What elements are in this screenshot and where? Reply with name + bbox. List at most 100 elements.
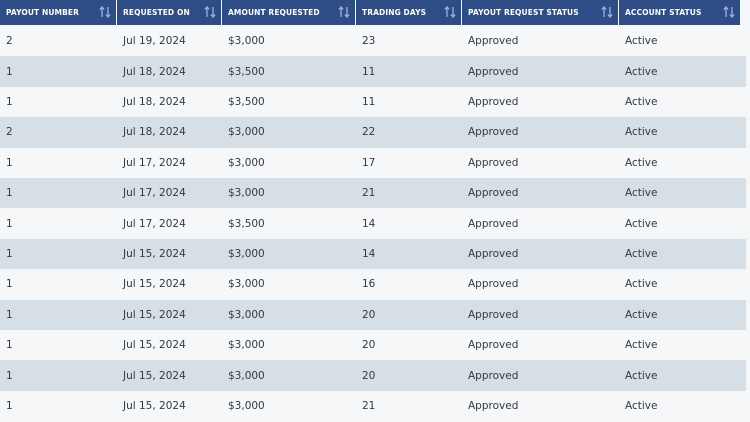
cell-text: Jul 15, 2024	[123, 369, 186, 382]
cell-text: Active	[625, 278, 658, 291]
table-cell: $3,000	[222, 330, 356, 360]
cell-text: Jul 17, 2024	[123, 217, 186, 230]
cell-text: 21	[362, 399, 376, 412]
table-cell: $3,500	[222, 87, 356, 117]
column-header[interactable]: TRADING DAYS	[356, 0, 461, 25]
table-cell: Active	[619, 239, 746, 269]
cell-text: Approved	[468, 308, 519, 321]
cell-text: Jul 17, 2024	[123, 187, 186, 200]
cell-text: Active	[625, 35, 658, 48]
table-cell: 20	[356, 330, 462, 360]
table-cell: Active	[619, 56, 746, 86]
cell-text: 21	[362, 187, 376, 200]
cell-text: $3,500	[228, 95, 265, 108]
table-cell: 23	[356, 26, 462, 56]
cell-text: $3,000	[228, 156, 265, 169]
table-cell: Jul 15, 2024	[117, 360, 222, 390]
table-cell: Active	[619, 391, 746, 421]
cell-text: 1	[6, 308, 13, 321]
sort-icon[interactable]	[99, 6, 111, 18]
column-header[interactable]: REQUESTED ON	[117, 0, 221, 25]
row-band	[0, 330, 746, 361]
cell-text: Active	[625, 217, 658, 230]
cell-text: Active	[625, 156, 658, 169]
table-cell: 2	[0, 26, 117, 56]
table-cell: Jul 18, 2024	[117, 117, 222, 147]
table-cell: 1	[0, 300, 117, 330]
table-cell: Jul 17, 2024	[117, 178, 222, 208]
table-cell: Active	[619, 178, 746, 208]
column-header[interactable]: PAYOUT NUMBER	[0, 0, 116, 25]
table-cell: 17	[356, 148, 462, 178]
cell-text: $3,000	[228, 187, 265, 200]
cell-text: 1	[6, 369, 13, 382]
table-cell: Active	[619, 87, 746, 117]
cell-text: Approved	[468, 399, 519, 412]
table-cell: $3,000	[222, 300, 356, 330]
cell-text: 22	[362, 126, 376, 139]
cell-text: PAYOUT REQUEST STATUS	[468, 8, 579, 17]
table-cell: Jul 17, 2024	[117, 148, 222, 178]
cell-text: ACCOUNT STATUS	[625, 8, 702, 17]
cell-text: Jul 15, 2024	[123, 308, 186, 321]
cell-text: Active	[625, 126, 658, 139]
column-header[interactable]: PAYOUT REQUEST STATUS	[462, 0, 618, 25]
cell-text: 1	[6, 65, 13, 78]
table-cell: 11	[356, 56, 462, 86]
row-band	[0, 269, 746, 300]
sort-icon[interactable]	[204, 6, 216, 18]
table-cell: $3,500	[222, 56, 356, 86]
column-header[interactable]: ACCOUNT STATUS	[619, 0, 740, 25]
cell-text: 17	[362, 156, 376, 169]
table-cell: Active	[619, 148, 746, 178]
table-cell: Active	[619, 330, 746, 360]
table-cell: 1	[0, 148, 117, 178]
cell-text: 1	[6, 399, 13, 412]
cell-text: Approved	[468, 278, 519, 291]
cell-text: 23	[362, 35, 376, 48]
table-cell: $3,000	[222, 178, 356, 208]
table-cell: Jul 17, 2024	[117, 208, 222, 238]
table-cell: Active	[619, 117, 746, 147]
table-cell: Jul 15, 2024	[117, 300, 222, 330]
cell-text: 1	[6, 156, 13, 169]
cell-text: AMOUNT REQUESTED	[228, 8, 320, 17]
sort-icon[interactable]	[338, 6, 350, 18]
cell-text: 2	[6, 35, 13, 48]
sort-icon[interactable]	[723, 6, 735, 18]
cell-text: 2	[6, 126, 13, 139]
table-cell: Approved	[462, 330, 619, 360]
cell-text: $3,500	[228, 65, 265, 78]
cell-text: $3,000	[228, 247, 265, 260]
table-cell: 21	[356, 178, 462, 208]
sort-icon[interactable]	[601, 6, 613, 18]
cell-text: Jul 18, 2024	[123, 95, 186, 108]
cell-text: Jul 15, 2024	[123, 399, 186, 412]
table-cell: 14	[356, 208, 462, 238]
cell-text: Active	[625, 65, 658, 78]
row-band	[0, 390, 746, 422]
row-band	[0, 86, 746, 118]
cell-text: Approved	[468, 187, 519, 200]
cell-text: $3,000	[228, 308, 265, 321]
cell-text: Active	[625, 95, 658, 108]
cell-text: Active	[625, 369, 658, 382]
table-cell: 14	[356, 239, 462, 269]
cell-text: 1	[6, 217, 13, 230]
column-header[interactable]: AMOUNT REQUESTED	[222, 0, 355, 25]
cell-text: 1	[6, 247, 13, 260]
row-band	[0, 299, 746, 330]
cell-text: Approved	[468, 156, 519, 169]
table-cell: Active	[619, 269, 746, 299]
cell-text: Jul 15, 2024	[123, 278, 186, 291]
table-cell: 16	[356, 269, 462, 299]
cell-text: $3,000	[228, 278, 265, 291]
cell-text: 1	[6, 95, 13, 108]
cell-text: Active	[625, 247, 658, 260]
row-band	[0, 238, 746, 270]
cell-text: 11	[362, 95, 376, 108]
cell-text: Jul 15, 2024	[123, 339, 186, 352]
cell-text: Active	[625, 308, 658, 321]
sort-icon[interactable]	[444, 6, 456, 18]
